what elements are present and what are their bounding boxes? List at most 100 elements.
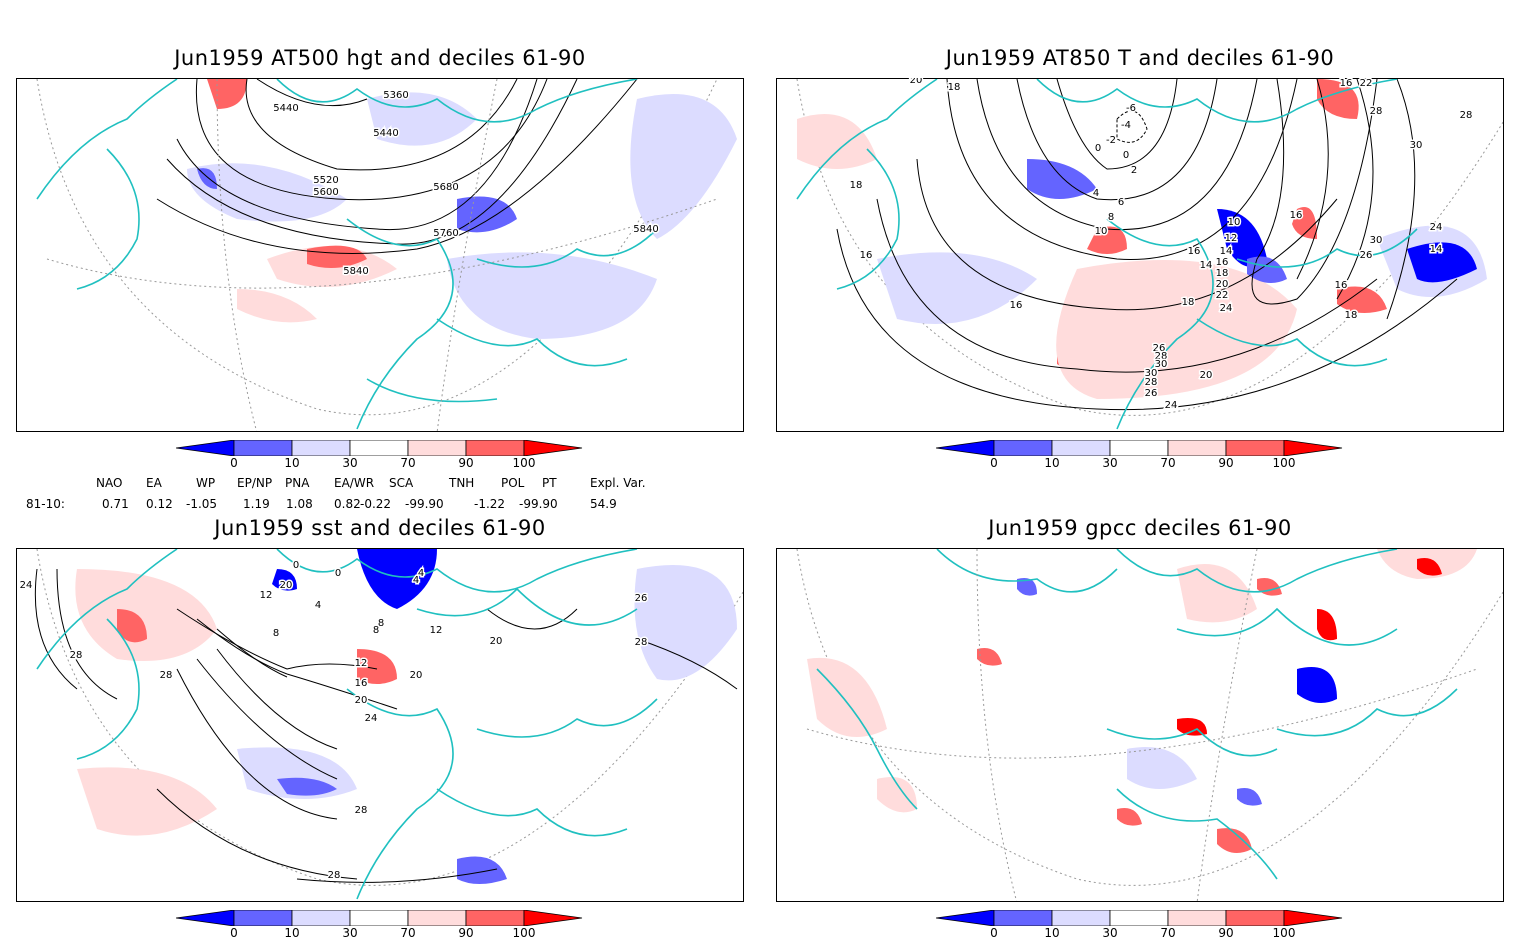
colorbar-segment	[349, 440, 409, 456]
panel3-title: Jun1959 sst and deciles 61-90	[214, 516, 546, 540]
coastlines	[796, 79, 1418, 430]
colorbar-tick-label: 100	[512, 456, 536, 470]
coastlines	[36, 79, 658, 430]
index-value-pt: -99.90	[519, 497, 558, 511]
coastlines	[36, 549, 658, 900]
colorbar-strip	[936, 440, 1343, 456]
colorbar-tick-label: 70	[1160, 926, 1176, 940]
map-gpcc-canvas	[796, 549, 1503, 901]
colorbar-tick-label: 0	[230, 456, 238, 470]
height-contours	[156, 79, 638, 254]
index-header-pt: PT	[542, 476, 557, 490]
colorbar-segment	[1109, 440, 1169, 456]
colorbar-segment	[936, 440, 995, 456]
colorbar-tick-label: 100	[512, 926, 536, 940]
map-panel-t850	[776, 78, 1504, 432]
colorbar-strip	[936, 910, 1343, 926]
index-value-sca: -0.22	[360, 497, 392, 511]
panel1-title: Jun1959 AT500 hgt and deciles 61-90	[174, 46, 586, 70]
temperature-contours	[836, 79, 1458, 411]
index-header-tnh: TNH	[449, 476, 475, 490]
hemisphere-boundary	[36, 79, 718, 416]
coastlines	[816, 549, 1458, 880]
colorbar-segment	[1051, 910, 1111, 926]
hemisphere-boundary	[796, 549, 1503, 886]
graticule	[46, 79, 718, 431]
decile-shading	[797, 79, 1487, 399]
colorbar-tick-label: 10	[284, 456, 300, 470]
index-value-nao: 0.71	[102, 497, 129, 511]
index-value-eawr: 0.82	[334, 497, 361, 511]
index-header-epnp: EP/NP	[237, 476, 273, 490]
colorbar-tick-label: 10	[284, 926, 300, 940]
graticule	[806, 549, 1478, 901]
index-header-expl-var: Expl. Var.	[590, 476, 646, 490]
decile-shading	[75, 549, 737, 884]
colorbar-segment	[465, 440, 525, 456]
colorbar-segment	[407, 440, 467, 456]
colorbar-segment	[993, 910, 1053, 926]
colorbar-strip	[176, 440, 583, 456]
index-value-epnp: 1.19	[243, 497, 270, 511]
colorbar-tick-label: 90	[458, 926, 474, 940]
colorbar-tick-label: 10	[1044, 456, 1060, 470]
colorbar-segment	[233, 440, 293, 456]
map-panel-sst	[16, 548, 744, 902]
colorbar-segment	[523, 440, 583, 456]
index-value-expl-var: 54.9	[590, 497, 617, 511]
colorbar-segment	[1225, 910, 1285, 926]
colorbar-tick-label: 30	[1102, 456, 1118, 470]
colorbar-segment	[176, 440, 235, 456]
map-hgt500-canvas	[36, 79, 737, 431]
colorbar-segment	[1109, 910, 1169, 926]
index-value-ea: 0.12	[146, 497, 173, 511]
index-header-ea: EA	[146, 476, 162, 490]
index-header-nao: NAO	[96, 476, 123, 490]
index-header-sca: SCA	[389, 476, 414, 490]
colorbar-segment	[349, 910, 409, 926]
colorbar-segment	[465, 910, 525, 926]
colorbar-tick-label: 100	[1272, 456, 1296, 470]
colorbar-segment	[291, 910, 351, 926]
colorbar-segment	[1283, 440, 1343, 456]
colorbar-bottom-left: 0 10 30 70 90 100	[176, 910, 586, 944]
colorbar-segment	[176, 910, 235, 926]
map-panel-gpcc	[776, 548, 1504, 902]
colorbar-tick-label: 90	[1218, 456, 1234, 470]
colorbar-tick-label: 30	[1102, 926, 1118, 940]
colorbar-tick-label: 10	[1044, 926, 1060, 940]
colorbar-tick-label: 70	[400, 926, 416, 940]
colorbar-strip	[176, 910, 583, 926]
index-value-tnh: -99.90	[405, 497, 444, 511]
index-value-pol: -1.22	[474, 497, 506, 511]
colorbar-segment	[993, 440, 1053, 456]
colorbar-tick-label: 90	[458, 456, 474, 470]
map-t850-canvas	[796, 79, 1503, 430]
index-header-eawr: EA/WR	[334, 476, 375, 490]
colorbar-tick-label: 90	[1218, 926, 1234, 940]
index-row-label: 81-10:	[26, 497, 65, 511]
panel4-title: Jun1959 gpcc deciles 61-90	[988, 516, 1292, 540]
colorbar-segment	[523, 910, 583, 926]
index-value-pna: 1.08	[286, 497, 313, 511]
colorbar-segment	[1283, 910, 1343, 926]
colorbar-tick-label: 30	[342, 456, 358, 470]
colorbar-tick-label: 0	[990, 456, 998, 470]
colorbar-tick-label: 0	[230, 926, 238, 940]
colorbar-segment	[1167, 440, 1227, 456]
map-sst-canvas	[34, 549, 743, 900]
colorbar-bottom-right: 0 10 30 70 90 100	[936, 910, 1346, 944]
decile-shading	[807, 549, 1477, 853]
colorbar-segment	[1051, 440, 1111, 456]
colorbar-tick-label: 70	[1160, 456, 1176, 470]
colorbar-segment	[407, 910, 467, 926]
map-panel-hgt500	[16, 78, 744, 432]
index-value-wp: -1.05	[186, 497, 218, 511]
colorbar-segment	[1225, 440, 1285, 456]
sst-contours	[34, 568, 738, 883]
colorbar-tick-label: 100	[1272, 926, 1296, 940]
panel2-title: Jun1959 AT850 T and deciles 61-90	[945, 46, 1335, 70]
colorbar-segment	[936, 910, 995, 926]
index-header-pol: POL	[501, 476, 525, 490]
colorbar-top-left: 0 10 30 70 90 100	[176, 440, 586, 474]
